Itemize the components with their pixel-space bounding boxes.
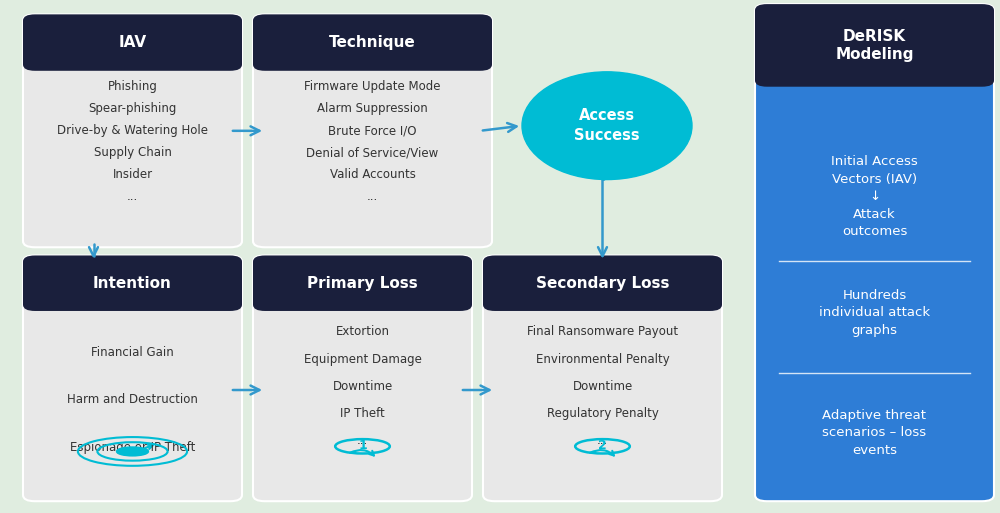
Bar — [265, 283, 460, 305]
FancyBboxPatch shape — [23, 14, 242, 71]
Text: Downtime: Downtime — [572, 380, 633, 393]
FancyBboxPatch shape — [253, 14, 492, 247]
Text: Valid Accounts: Valid Accounts — [330, 168, 415, 182]
Text: Espionage or IP Theft: Espionage or IP Theft — [70, 441, 195, 454]
Text: Financial Gain: Financial Gain — [91, 346, 174, 359]
Text: DeRISK
Modeling: DeRISK Modeling — [835, 29, 914, 62]
FancyBboxPatch shape — [755, 4, 994, 501]
FancyBboxPatch shape — [23, 255, 242, 311]
Text: Secondary Loss: Secondary Loss — [536, 275, 669, 291]
Text: Brute Force I/O: Brute Force I/O — [328, 124, 417, 137]
Text: ...: ... — [127, 190, 138, 204]
Text: Technique: Technique — [329, 35, 416, 50]
Text: 2: 2 — [598, 439, 607, 452]
Bar — [35, 43, 230, 65]
Text: Intention: Intention — [93, 275, 172, 291]
FancyBboxPatch shape — [755, 4, 994, 87]
FancyBboxPatch shape — [483, 255, 722, 501]
FancyBboxPatch shape — [253, 14, 492, 71]
Text: ...: ... — [357, 434, 368, 447]
Text: Regulatory Penalty: Regulatory Penalty — [547, 407, 658, 420]
FancyBboxPatch shape — [483, 255, 722, 311]
Text: IAV: IAV — [118, 35, 147, 50]
Text: Downtime: Downtime — [332, 380, 393, 393]
Bar — [265, 43, 480, 65]
Bar — [35, 283, 230, 305]
Text: Final Ransomware Payout: Final Ransomware Payout — [527, 325, 678, 339]
Text: Insider: Insider — [112, 168, 153, 182]
Bar — [767, 46, 982, 81]
Text: 1: 1 — [358, 439, 367, 452]
Text: Spear-phishing: Spear-phishing — [88, 102, 177, 115]
Text: Environmental Penalty: Environmental Penalty — [536, 352, 669, 366]
Bar — [495, 283, 710, 305]
Text: Supply Chain: Supply Chain — [94, 146, 171, 160]
Text: Initial Access
Vectors (IAV)
↓
Attack
outcomes: Initial Access Vectors (IAV) ↓ Attack ou… — [831, 155, 918, 238]
Text: Drive-by & Watering Hole: Drive-by & Watering Hole — [57, 124, 208, 137]
FancyBboxPatch shape — [23, 14, 242, 247]
Text: Hundreds
individual attack
graphs: Hundreds individual attack graphs — [819, 289, 930, 337]
FancyBboxPatch shape — [253, 255, 472, 311]
Text: Alarm Suppression: Alarm Suppression — [317, 102, 428, 115]
Text: Denial of Service/View: Denial of Service/View — [306, 146, 439, 160]
Text: Adaptive threat
scenarios – loss
events: Adaptive threat scenarios – loss events — [822, 409, 927, 457]
Text: Extortion: Extortion — [336, 325, 390, 339]
FancyBboxPatch shape — [23, 255, 242, 501]
Text: Harm and Destruction: Harm and Destruction — [67, 393, 198, 406]
Text: Access
Success: Access Success — [574, 108, 640, 143]
Text: IP Theft: IP Theft — [340, 407, 385, 420]
Text: ...: ... — [367, 190, 378, 204]
Text: Firmware Update Mode: Firmware Update Mode — [304, 80, 441, 93]
FancyBboxPatch shape — [253, 255, 472, 501]
Text: ...: ... — [597, 434, 608, 447]
Text: Equipment Damage: Equipment Damage — [304, 352, 421, 366]
Text: Primary Loss: Primary Loss — [307, 275, 418, 291]
Text: Phishing: Phishing — [108, 80, 157, 93]
Ellipse shape — [522, 72, 692, 180]
Ellipse shape — [117, 447, 148, 456]
